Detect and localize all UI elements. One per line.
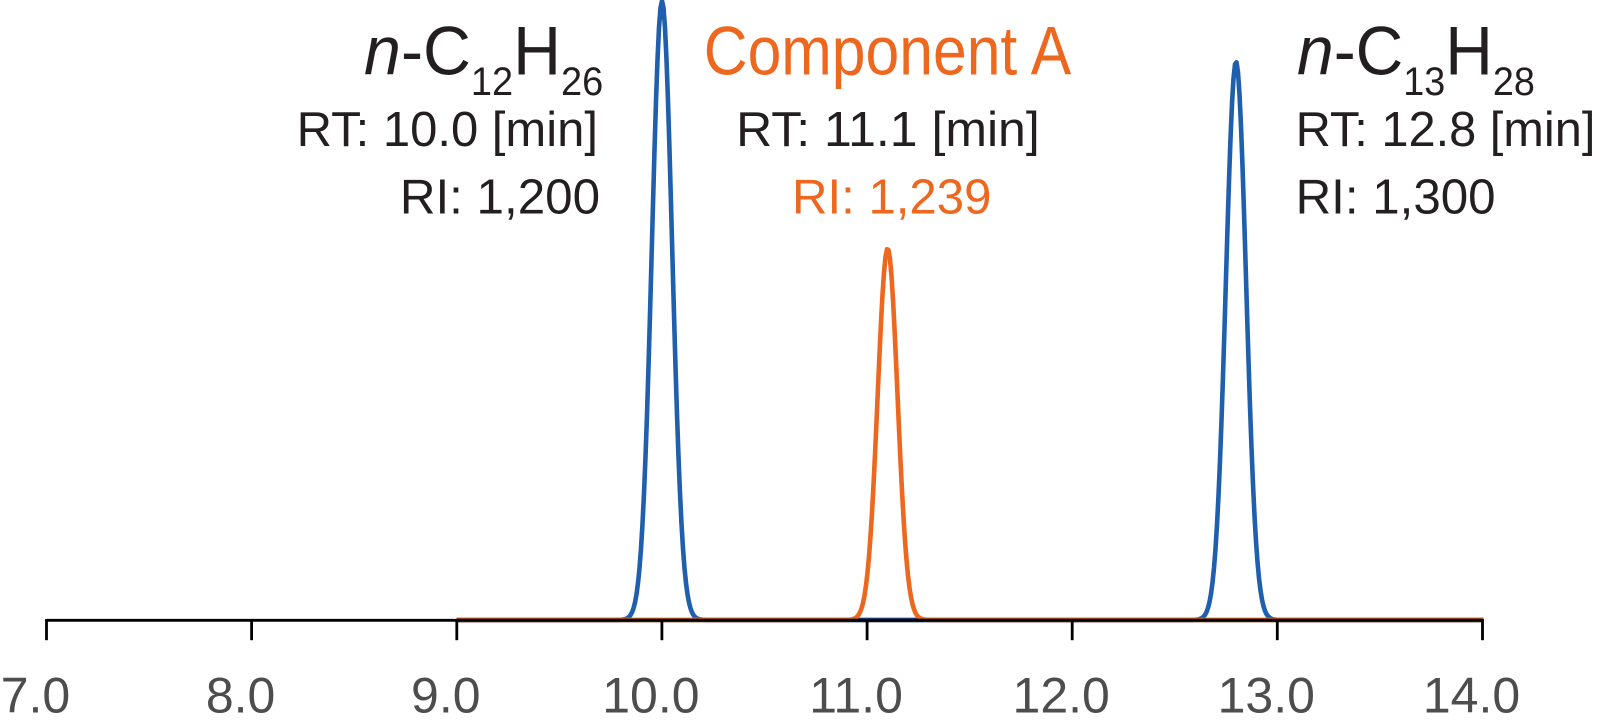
svg-text:RT: 12.8 [min]: RT: 12.8 [min] [1296,103,1596,157]
svg-text:RT: 10.0 [min]: RT: 10.0 [min] [297,103,598,157]
svg-text:10.0: 10.0 [602,668,699,724]
svg-text:RI: 1,239: RI: 1,239 [792,171,991,225]
svg-text:RI: 1,300: RI: 1,300 [1296,171,1496,225]
svg-text:12.0: 12.0 [1013,668,1110,724]
svg-text:14.0: 14.0 [1423,668,1520,724]
svg-text:RT: 11.1 [min]: RT: 11.1 [min] [736,103,1040,157]
svg-text:Component A: Component A [704,12,1072,90]
svg-text:7.0: 7.0 [1,668,71,724]
svg-text:13.0: 13.0 [1218,668,1315,724]
svg-text:RI: 1,200: RI: 1,200 [400,170,600,225]
svg-text:8.0: 8.0 [206,668,276,724]
svg-text:9.0: 9.0 [411,668,481,724]
svg-text:11.0: 11.0 [809,668,903,724]
